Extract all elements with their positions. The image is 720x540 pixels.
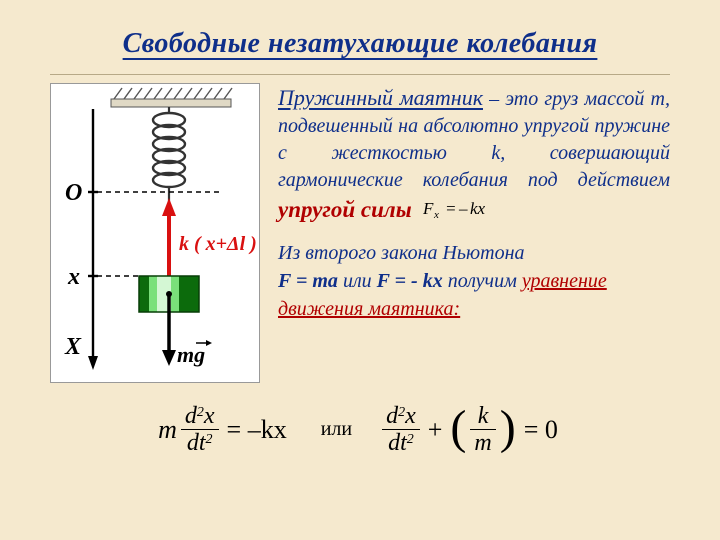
eq1-fraction: d2x dt2 [181, 403, 219, 456]
equations-row: m d2x dt2 = –kx или d2x dt2 + ( k m ) = [50, 403, 670, 456]
svg-text:x: x [433, 209, 439, 220]
definition-lead: Пружинный маятник [278, 85, 483, 110]
content-row: O x X k ( x+Δl ) mg Пружинный маятник – … [50, 83, 670, 383]
diagram-svg: O x X k ( x+Δl ) mg [51, 84, 261, 384]
eq2-fraction-2: k m [470, 403, 495, 456]
eq2-fraction-1: d2x dt2 [382, 403, 420, 456]
eq2-rhs: = 0 [520, 415, 562, 445]
newton-paragraph: Из второго закона Ньютона F = ma или F =… [278, 239, 670, 323]
label-x: x [67, 264, 80, 290]
eq1-rhs: = –kx [223, 415, 291, 445]
elastic-force-label: упругой силы [278, 197, 412, 222]
divider [50, 74, 670, 75]
eq2-plus: + [424, 415, 447, 445]
force-formula: F x = – kx [423, 198, 501, 227]
svg-text:–: – [458, 199, 468, 218]
fkx: F = - kx [377, 270, 443, 292]
tail: получим [443, 270, 522, 292]
or-text: или [338, 270, 377, 292]
equations-connector: или [321, 418, 352, 441]
equation-2: d2x dt2 + ( k m ) = 0 [382, 403, 562, 456]
eq1-m: m [158, 415, 177, 445]
spring-pendulum-diagram: O x X k ( x+Δl ) mg [50, 83, 260, 383]
label-spring-force: k ( x+Δl ) [179, 233, 257, 255]
slide-title: Свободные незатухающие колебания [50, 28, 670, 60]
fma: F = ma [278, 270, 338, 292]
label-X: X [64, 334, 82, 360]
svg-text:kx: kx [470, 199, 486, 218]
definition-paragraph: Пружинный маятник – это груз массой m, п… [278, 83, 670, 227]
svg-text:=: = [445, 199, 456, 218]
svg-text:F: F [423, 199, 434, 218]
slide: Свободные незатухающие колебания [0, 0, 720, 540]
newton-line1: Из второго закона Ньютона [278, 242, 525, 264]
label-O: O [65, 180, 82, 206]
text-column: Пружинный маятник – это груз массой m, п… [278, 83, 670, 383]
label-mg: mg [177, 342, 205, 367]
equation-1: m d2x dt2 = –kx [158, 403, 291, 456]
